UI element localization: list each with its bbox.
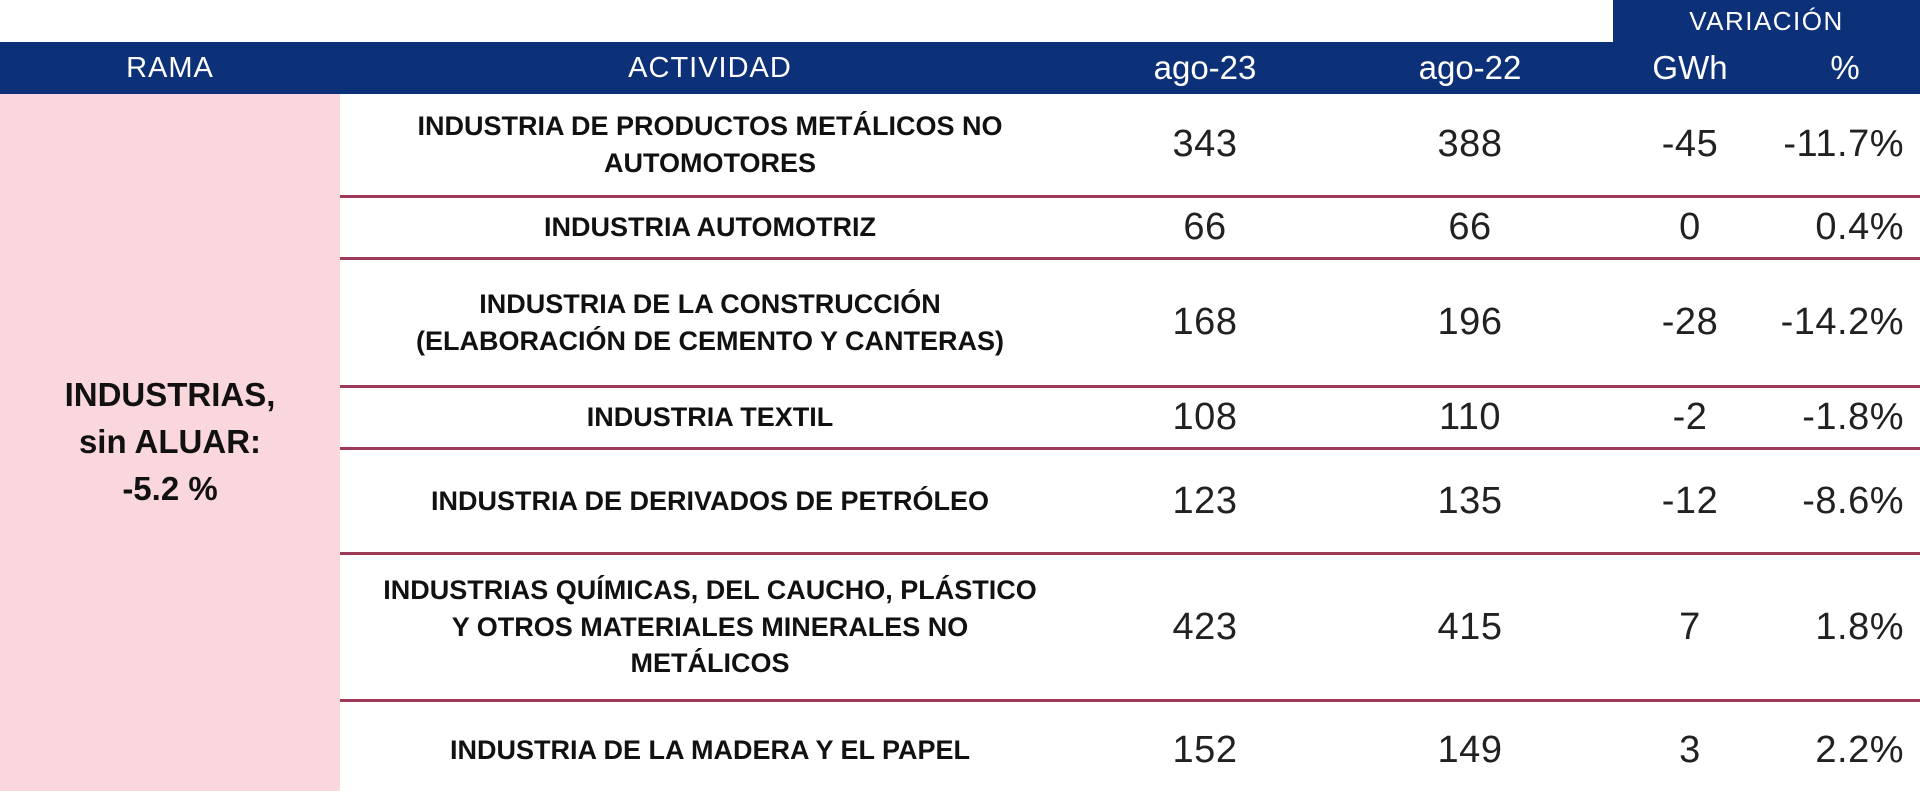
- ago23-cell: 108: [1172, 396, 1238, 438]
- top-strip: VARIACIÓN: [0, 0, 1920, 42]
- activity-cell: INDUSTRIA DE DERIVADOS DE PETRÓLEO: [430, 485, 990, 516]
- col-header-actividad: ACTIVIDAD: [628, 51, 792, 84]
- table-body: INDUSTRIAS, sin ALUAR: -5.2 % INDUSTRIA …: [0, 94, 1920, 799]
- ago22-cell: 196: [1437, 301, 1503, 343]
- table-row: INDUSTRIA DE DERIVADOS DE PETRÓLEO 123 1…: [340, 450, 1920, 555]
- gwh-cell: -12: [1661, 479, 1719, 522]
- ago23-cell: 168: [1172, 301, 1238, 343]
- pct-cell: -8.6%: [1802, 479, 1904, 522]
- col-header-gwh: GWh: [1652, 49, 1728, 86]
- activity-cell: INDUSTRIA DE LA MADERA Y EL PAPEL: [449, 735, 971, 766]
- ago22-cell: 415: [1437, 605, 1503, 648]
- pct-cell: -14.2%: [1780, 301, 1904, 343]
- activity-cell: INDUSTRIAS QUÍMICAS, DEL CAUCHO, PLÁSTIC…: [383, 575, 1037, 679]
- pct-cell: 0.4%: [1815, 206, 1904, 248]
- gwh-cell: 7: [1679, 605, 1701, 648]
- pct-cell: -11.7%: [1783, 123, 1904, 165]
- gwh-cell: -28: [1661, 301, 1719, 343]
- table-header-row: RAMA ACTIVIDAD ago-23 ago-22 GWh %: [0, 42, 1920, 94]
- col-header-rama: RAMA: [126, 51, 214, 84]
- table-row: INDUSTRIA AUTOMOTRIZ 66 66 0 0.4%: [340, 198, 1920, 260]
- ago22-cell: 135: [1437, 479, 1503, 522]
- ago23-cell: 343: [1172, 123, 1238, 165]
- pct-cell: -1.8%: [1802, 396, 1904, 438]
- ago23-cell: 152: [1172, 729, 1238, 771]
- table-row: INDUSTRIA DE PRODUCTOS METÁLICOS NO AUTO…: [340, 94, 1920, 198]
- variacion-label: VARIACIÓN: [1689, 5, 1844, 36]
- ago23-cell: 123: [1172, 479, 1238, 522]
- rama-group-cell: INDUSTRIAS, sin ALUAR: -5.2 %: [0, 94, 340, 791]
- table-row: INDUSTRIA TEXTIL 108 110 -2 -1.8%: [340, 388, 1920, 450]
- col-header-ago23: ago-23: [1153, 49, 1257, 86]
- activity-cell: INDUSTRIA TEXTIL: [586, 402, 834, 433]
- ago22-cell: 149: [1437, 729, 1503, 771]
- activity-cell: INDUSTRIA AUTOMOTRIZ: [544, 212, 876, 243]
- rama-group-label: INDUSTRIAS, sin ALUAR: -5.2 %: [64, 376, 276, 507]
- ago22-cell: 388: [1437, 123, 1503, 165]
- table-row: INDUSTRIAS QUÍMICAS, DEL CAUCHO, PLÁSTIC…: [340, 555, 1920, 702]
- ago22-cell: 66: [1448, 206, 1492, 248]
- table-row: INDUSTRIA DE LA CONSTRUCCIÓN (ELABORACIÓ…: [340, 260, 1920, 388]
- activity-cell: INDUSTRIA DE LA CONSTRUCCIÓN (ELABORACIÓ…: [415, 289, 1005, 356]
- gwh-cell: 3: [1679, 729, 1701, 771]
- col-header-pct: %: [1830, 49, 1860, 86]
- col-header-ago22: ago-22: [1418, 49, 1522, 86]
- ago23-cell: 423: [1172, 605, 1238, 648]
- gwh-cell: 0: [1679, 206, 1701, 248]
- variacion-group-header: VARIACIÓN: [1613, 0, 1920, 42]
- gwh-cell: -45: [1661, 123, 1719, 165]
- table-rows: INDUSTRIA DE PRODUCTOS METÁLICOS NO AUTO…: [340, 94, 1920, 799]
- pct-cell: 2.2%: [1815, 729, 1904, 771]
- ago22-cell: 110: [1438, 396, 1502, 438]
- ago23-cell: 66: [1183, 206, 1227, 248]
- table-row: INDUSTRIA DE LA MADERA Y EL PAPEL 152 14…: [340, 702, 1920, 799]
- pct-cell: 1.8%: [1815, 605, 1904, 648]
- activity-cell: INDUSTRIA DE PRODUCTOS METÁLICOS NO AUTO…: [417, 111, 1003, 178]
- gwh-cell: -2: [1672, 396, 1708, 438]
